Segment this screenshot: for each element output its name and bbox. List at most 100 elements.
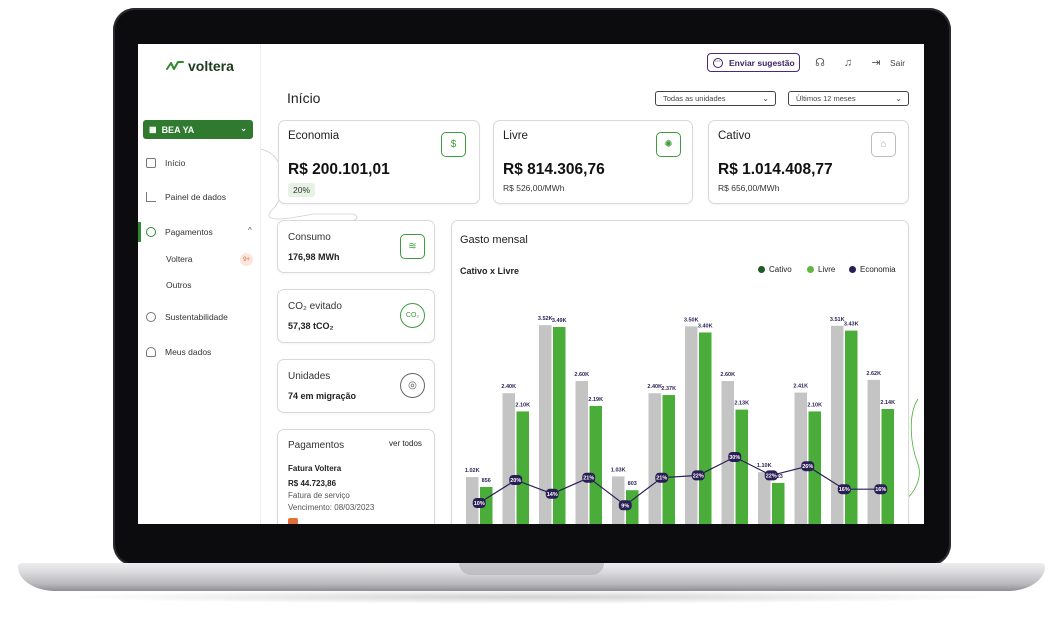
sidebar-item-inicio[interactable]: Início bbox=[146, 158, 185, 168]
sidebar-item-pagamentos[interactable]: Pagamentos ^ bbox=[138, 222, 252, 242]
consumo-card[interactable]: Consumo 176,98 MWh ≋ bbox=[277, 220, 435, 273]
data-label-livre: 3.49K bbox=[552, 318, 567, 324]
economia-label: 26% bbox=[802, 464, 813, 470]
economia-label: 21% bbox=[656, 476, 667, 482]
data-label-livre: 2.10K bbox=[515, 402, 530, 408]
data-label-cativo: 2.41K bbox=[793, 384, 808, 390]
data-label-cativo: 2.62K bbox=[866, 371, 881, 377]
economia-point bbox=[837, 484, 851, 495]
invoice-title[interactable]: Fatura Voltera bbox=[288, 464, 342, 473]
economia-label: 21% bbox=[583, 476, 594, 482]
bar-livre bbox=[699, 332, 712, 524]
chart-subtitle: Cativo x Livre bbox=[460, 266, 520, 276]
economia-label: 14% bbox=[547, 492, 558, 498]
economia-point bbox=[545, 488, 559, 499]
bar-cativo bbox=[685, 326, 698, 524]
chart-title: Gasto mensal bbox=[460, 234, 528, 246]
bar-livre bbox=[589, 405, 602, 524]
sidebar-item-painel[interactable]: Painel de dados bbox=[146, 192, 226, 202]
logout-icon[interactable]: ⇥ bbox=[871, 57, 881, 69]
data-label-cativo: 3.51K bbox=[830, 317, 845, 323]
headset-icon[interactable]: ☊ bbox=[815, 57, 825, 69]
co2-cloud-icon: CO₂ bbox=[400, 303, 425, 328]
units-filter-select[interactable]: Todas as unidades ⌄ bbox=[655, 91, 776, 106]
invoice-due-date: Vencimento: 08/03/2023 bbox=[288, 503, 375, 512]
data-label-cativo: 2.60K bbox=[574, 372, 589, 378]
economia-label: 20% bbox=[510, 478, 521, 484]
warning-icon bbox=[288, 518, 298, 524]
bar-livre bbox=[845, 330, 858, 524]
data-label-livre: 2.37K bbox=[661, 386, 676, 392]
data-label-livre: 2.19K bbox=[588, 397, 603, 403]
page-title: Início bbox=[287, 90, 321, 106]
user-icon bbox=[146, 347, 156, 357]
card-value: R$ 1.014.408,77 bbox=[718, 161, 833, 178]
money-bag-icon: $ bbox=[441, 132, 466, 157]
see-all-link[interactable]: ver todos bbox=[389, 439, 422, 448]
cativo-card[interactable]: Cativo ⌂ R$ 1.014.408,77 R$ 656,00/MWh bbox=[708, 120, 909, 204]
bar-livre bbox=[735, 409, 748, 524]
sidebar-subitem-outros[interactable]: Outros bbox=[166, 280, 192, 290]
chevron-down-icon: ⌄ bbox=[240, 124, 247, 133]
unidades-card[interactable]: Unidades 74 em migração ◎ bbox=[277, 359, 435, 413]
bar-cativo bbox=[794, 392, 807, 524]
send-suggestion-button[interactable]: ··· Enviar sugestão bbox=[707, 53, 800, 72]
sidebar-item-sustentabilidade[interactable]: Sustentabilidade bbox=[146, 312, 228, 322]
logout-link[interactable]: Sair bbox=[890, 58, 906, 68]
data-label-livre: 803 bbox=[628, 481, 637, 487]
client-name: BEA YA bbox=[161, 124, 195, 135]
legend-economia[interactable]: Economia bbox=[849, 265, 896, 274]
sidebar-item-label: Meus dados bbox=[165, 347, 212, 357]
bar-livre bbox=[626, 490, 639, 524]
client-select[interactable]: ▦ BEA YA ⌄ bbox=[143, 120, 253, 139]
card-value: R$ 200.101,01 bbox=[288, 161, 390, 178]
economia-label: 9% bbox=[621, 503, 629, 509]
laptop-notch bbox=[459, 563, 604, 575]
data-label-cativo: 3.50K bbox=[684, 317, 699, 323]
sidebar-item-label: Sustentabilidade bbox=[165, 312, 228, 322]
economia-point bbox=[801, 461, 815, 472]
data-label-livre: 2.14K bbox=[880, 400, 895, 406]
legend-livre[interactable]: Livre bbox=[807, 265, 835, 274]
chat-icon: ··· bbox=[713, 57, 723, 68]
co2-card[interactable]: CO₂ evitado 57,38 tCO₂ CO₂ bbox=[277, 289, 435, 343]
legend-label: Livre bbox=[818, 265, 836, 274]
legend-cativo[interactable]: Cativo bbox=[758, 265, 792, 274]
period-filter-select[interactable]: Últimos 12 meses ⌄ bbox=[788, 91, 909, 106]
economia-card[interactable]: Economia $ R$ 200.101,01 20% bbox=[278, 120, 480, 204]
card-value: 176,98 MWh bbox=[288, 252, 340, 262]
data-label-livre: 2.10K bbox=[807, 402, 822, 408]
sidebar-subitem-voltera[interactable]: Voltera bbox=[166, 254, 193, 264]
target-icon: ◎ bbox=[400, 373, 425, 398]
data-label-livre: 923 bbox=[774, 474, 783, 480]
pagamentos-card[interactable]: Pagamentos ver todos Fatura Voltera R$ 4… bbox=[277, 429, 435, 524]
card-title: Consumo bbox=[288, 232, 331, 243]
economia-label: 10% bbox=[474, 501, 485, 507]
card-title: Livre bbox=[503, 130, 528, 142]
sidebar: voltera ▦ BEA YA ⌄ Início Painel de dado… bbox=[138, 44, 261, 524]
economia-point bbox=[618, 500, 632, 511]
leaf-icon bbox=[146, 312, 156, 322]
savings-percent-badge: 20% bbox=[288, 183, 316, 197]
bar-cativo bbox=[648, 393, 661, 524]
bar-livre bbox=[772, 482, 785, 524]
data-label-livre: 2.13K bbox=[734, 401, 749, 407]
livre-card[interactable]: Livre ✺ R$ 814.306,76 R$ 526,00/MWh bbox=[493, 120, 693, 204]
brand-logo[interactable]: voltera bbox=[166, 58, 234, 74]
home-icon bbox=[146, 158, 156, 168]
units-filter-value: Todas as unidades bbox=[663, 94, 726, 103]
bar-cativo bbox=[831, 325, 844, 524]
bar-cativo bbox=[466, 477, 479, 524]
bar-livre bbox=[662, 395, 675, 524]
chart-icon bbox=[146, 192, 156, 202]
bell-icon[interactable]: ♫ bbox=[843, 57, 853, 69]
bar-livre bbox=[881, 408, 894, 524]
economia-point bbox=[655, 472, 669, 483]
data-label-cativo: 1.02K bbox=[465, 468, 480, 474]
legend-dot bbox=[758, 266, 765, 273]
sidebar-item-meus-dados[interactable]: Meus dados bbox=[146, 347, 211, 357]
brand-name: voltera bbox=[188, 58, 234, 74]
chevron-down-icon: ⌄ bbox=[762, 94, 769, 103]
laptop-shadow bbox=[60, 590, 1000, 604]
